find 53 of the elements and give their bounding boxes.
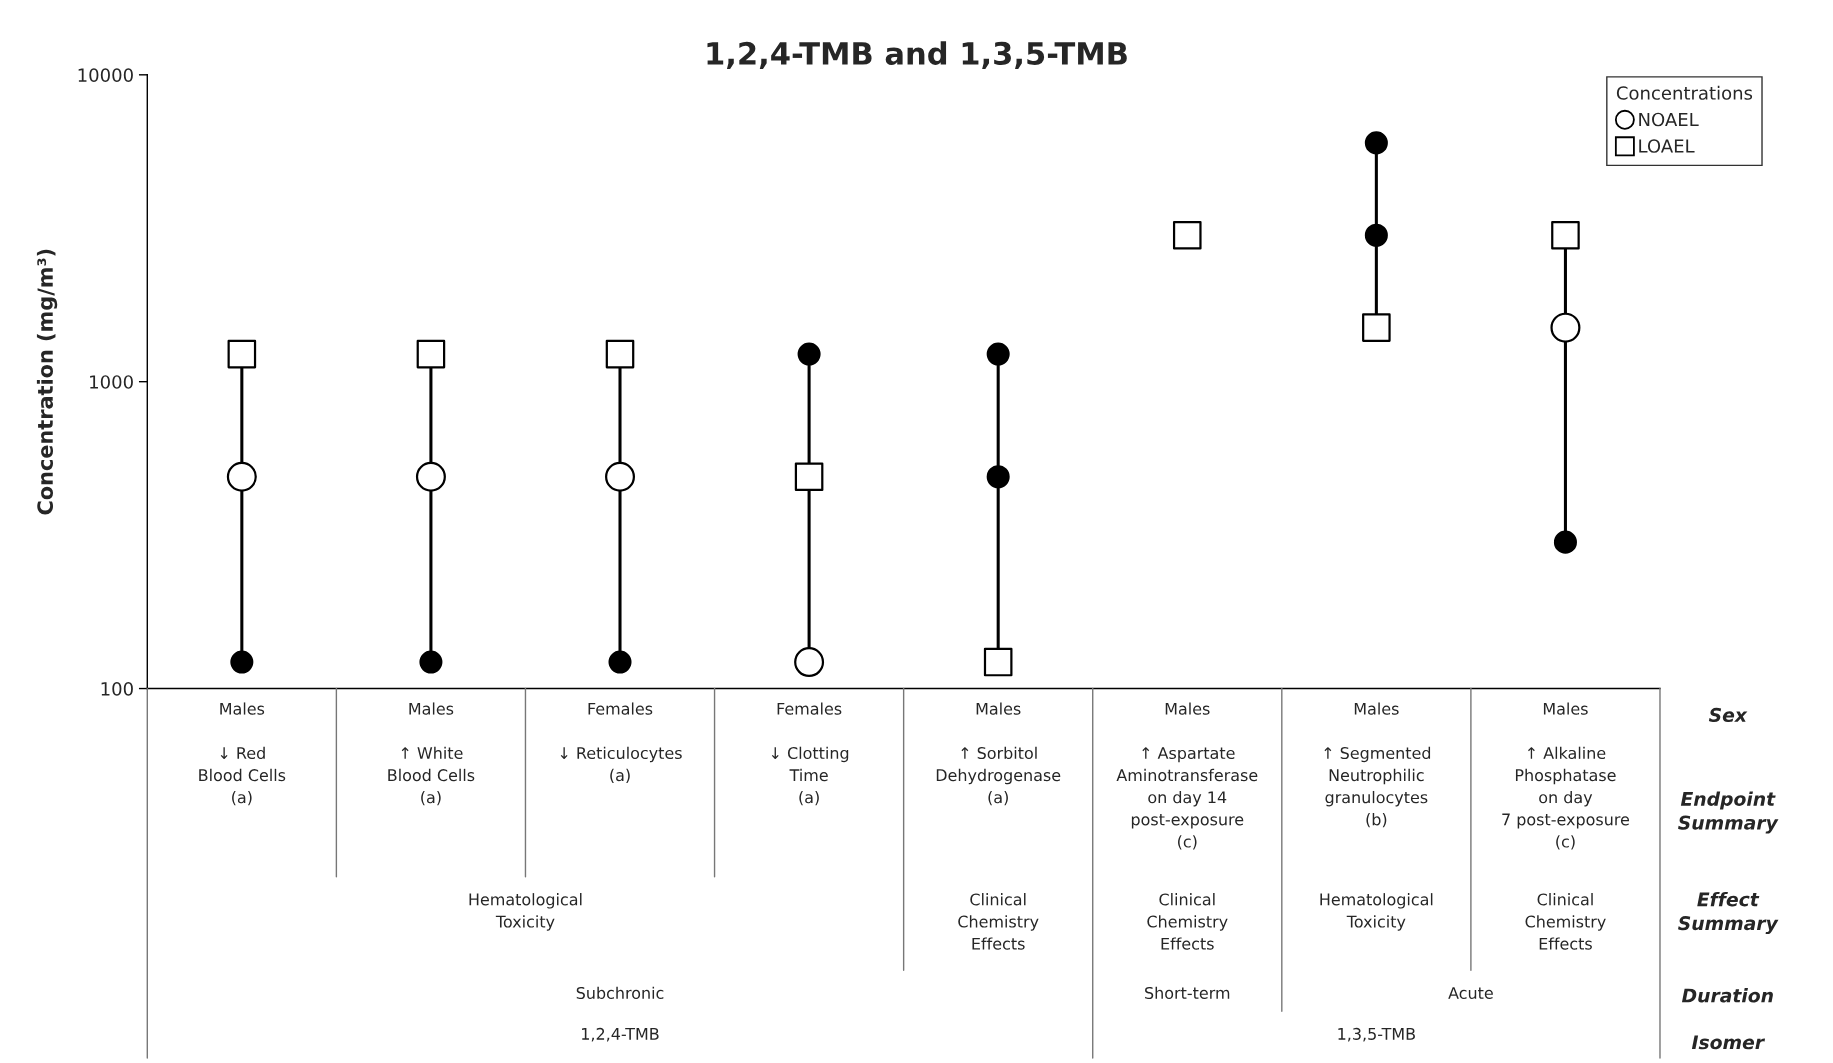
point [415, 461, 446, 492]
text: Sex [1708, 707, 1748, 723]
text: Subchronic [576, 986, 664, 999]
point [608, 650, 632, 674]
text: Isomer [1691, 1035, 1766, 1050]
legend-title: Concentrations [1616, 85, 1753, 100]
text: Clinical Chemistry Effects [958, 893, 1039, 950]
point [794, 647, 825, 678]
point [1364, 223, 1388, 247]
point [1362, 313, 1391, 342]
point [1364, 131, 1388, 155]
point [1553, 530, 1577, 554]
category-label: Females ↓ Clotting Time (a) [771, 702, 849, 806]
category-label: Males ↑ Segmented Neutrophilic granulocytes (b) [1324, 702, 1431, 828]
category-label: Males ↓ Red Blood Cells (a) [199, 702, 286, 806]
y-tick-label: 10000 [78, 68, 133, 82]
category-label: Females ↓ Reticulocytes (a) [560, 702, 682, 784]
point [227, 339, 257, 369]
text: Hematological Toxicity [469, 893, 582, 931]
point [605, 461, 636, 492]
legend-label: LOAEL [1639, 139, 1695, 153]
point [605, 339, 635, 369]
point [986, 465, 1010, 489]
text: Clinical Chemistry Effects [1147, 893, 1228, 950]
text: Hematological Toxicity [1320, 893, 1433, 931]
category-label: Males ↑ White Blood Cells (a) [388, 702, 475, 806]
text: Clinical Chemistry Effects [1525, 893, 1606, 950]
point [986, 342, 1010, 366]
legend-label: NOAEL [1639, 112, 1699, 127]
point [1551, 220, 1580, 250]
point [226, 461, 257, 492]
category-label: Males ↑ Aspartate Aminotransferase on day 14 post-exposure (c) [1116, 702, 1258, 850]
point [416, 339, 446, 369]
text: Effect Summary [1678, 891, 1779, 935]
text: Acute [1448, 987, 1493, 999]
text: 1,2,4-TMB [582, 1027, 659, 1042]
point [983, 647, 1013, 677]
point [794, 462, 824, 492]
point [419, 650, 443, 674]
point [797, 342, 821, 366]
point [230, 650, 254, 674]
text: 1,3,5-TMB [1338, 1027, 1415, 1042]
text: Endpoint Summary [1678, 791, 1779, 834]
y-tick-label: 1000 [90, 375, 133, 389]
point [1550, 312, 1581, 343]
text: Duration [1681, 988, 1773, 1003]
category-label: Males ↑ Sorbitol Dehydrogenase (a) [936, 702, 1061, 806]
point [1172, 220, 1202, 250]
y-axis-title: Concentration (mg/m³) [36, 249, 58, 515]
chart-title: 1,2,4-TMB and 1,3,5-TMB [707, 41, 1127, 69]
y-tick-label: 100 [101, 682, 133, 696]
text: Short-term [1145, 986, 1230, 999]
category-label: Males ↑ Alkaline Phosphatase on day 7 post-exposure (c) [1502, 702, 1630, 850]
